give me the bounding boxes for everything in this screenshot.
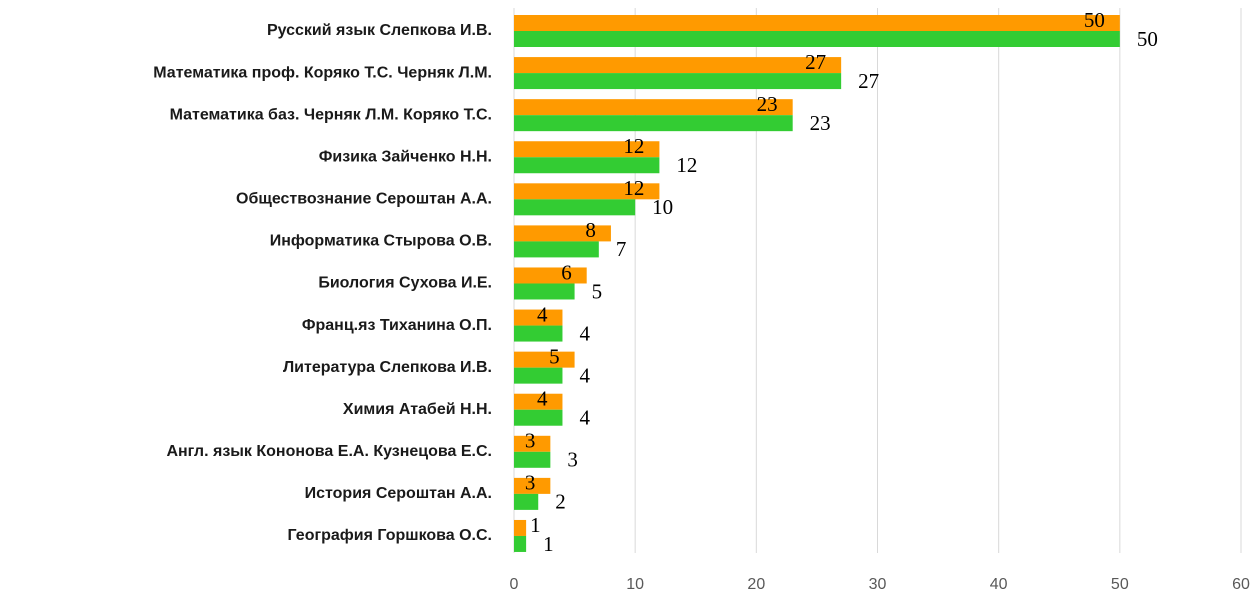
data-label: 2	[555, 490, 566, 514]
data-label: 5	[549, 344, 560, 368]
data-label: 12	[676, 153, 697, 177]
category-label: Франц.яз Тиханина О.П.	[302, 317, 492, 334]
bar	[514, 267, 587, 284]
bar	[514, 309, 563, 326]
bar	[514, 325, 563, 342]
data-label: 27	[805, 50, 826, 74]
data-label: 4	[579, 321, 590, 345]
x-tick-label: 20	[747, 576, 765, 593]
bar	[514, 477, 551, 494]
data-label: 4	[579, 406, 590, 430]
x-tick-label: 40	[990, 576, 1008, 593]
bar	[514, 183, 660, 200]
bar	[514, 493, 539, 510]
data-label: 7	[616, 237, 627, 261]
data-label: 12	[623, 134, 644, 158]
data-label: 12	[623, 176, 644, 200]
data-label: 4	[537, 302, 548, 326]
bar	[514, 115, 793, 132]
bar	[514, 351, 575, 368]
bar	[514, 157, 660, 174]
bar	[514, 283, 575, 300]
x-tick-label: 0	[510, 576, 519, 593]
bar	[514, 141, 660, 158]
category-label: Биология Сухова И.Е.	[318, 275, 492, 292]
data-label: 4	[579, 363, 590, 387]
category-label: Математика баз. Черняк Л.М. Коряко Т.С.	[170, 106, 492, 123]
bar	[514, 225, 611, 242]
category-label: Англ. язык Кононова Е.А. Кузнецова Е.С.	[166, 443, 492, 460]
data-label: 3	[525, 471, 536, 495]
bar	[514, 99, 793, 116]
data-label: 3	[525, 429, 536, 453]
bar	[514, 73, 842, 90]
data-label: 23	[810, 111, 831, 135]
bar	[514, 31, 1120, 47]
bar	[514, 241, 599, 258]
category-label: Химия Атабей Н.Н.	[343, 401, 492, 418]
bar	[514, 409, 563, 426]
x-tick-label: 60	[1232, 576, 1250, 593]
category-label: Обществознание Сероштан А.А.	[236, 191, 492, 208]
data-label: 1	[530, 513, 541, 537]
bar	[514, 367, 563, 384]
bar	[514, 15, 1120, 31]
category-label: География Горшкова О.С.	[288, 527, 492, 544]
category-label: Информатика Стырова О.В.	[270, 233, 492, 250]
data-label: 23	[757, 92, 778, 116]
bar	[514, 451, 551, 468]
data-label: 3	[567, 448, 578, 472]
bar	[514, 199, 636, 216]
bar	[514, 393, 563, 410]
data-label: 8	[585, 218, 596, 242]
data-label: 50	[1137, 27, 1158, 51]
bar	[514, 435, 551, 452]
data-label: 5	[592, 279, 603, 303]
data-label: 4	[537, 387, 548, 411]
category-label: Физика Зайченко Н.Н.	[319, 148, 492, 165]
data-label: 50	[1084, 8, 1105, 32]
data-label: 6	[561, 260, 572, 284]
bar	[514, 519, 527, 536]
category-label: Математика проф. Коряко Т.С. Черняк Л.М.	[153, 64, 492, 81]
bar	[514, 57, 842, 74]
bar	[514, 535, 527, 552]
data-label: 10	[652, 195, 673, 219]
data-label: 1	[543, 532, 554, 556]
category-label: Русский язык Слепкова И.В.	[267, 22, 492, 39]
data-label: 27	[858, 69, 879, 93]
x-tick-label: 30	[869, 576, 887, 593]
category-label: История Сероштан А.А.	[305, 485, 492, 502]
x-tick-label: 10	[626, 576, 644, 593]
category-label: Литература Слепкова И.В.	[283, 359, 492, 376]
x-tick-label: 50	[1111, 576, 1129, 593]
